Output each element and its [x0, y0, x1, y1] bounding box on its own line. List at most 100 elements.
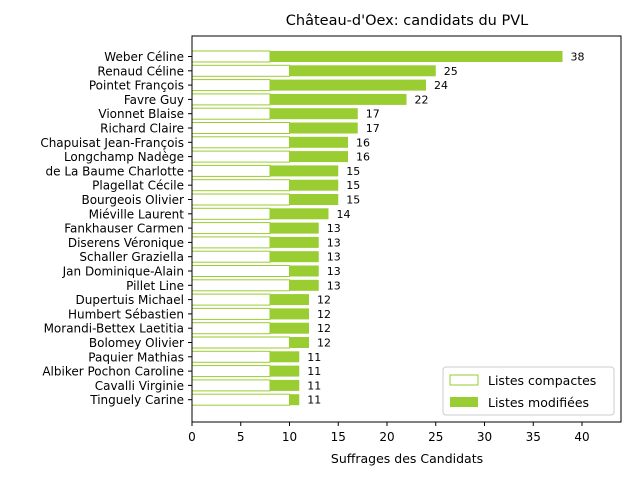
- category-label: Dupertuis Michael: [76, 293, 184, 307]
- category-label: Morandi-Bettex Laetitia: [44, 322, 184, 336]
- bar-modified: [270, 165, 339, 177]
- category-label: Cavalli Virginie: [95, 379, 184, 393]
- value-label: 24: [434, 79, 448, 92]
- bar-compact: [191, 193, 290, 206]
- category-label: Miéville Laurent: [89, 207, 185, 221]
- bar-compact: [191, 393, 290, 406]
- category-label: de La Baume Charlotte: [46, 164, 185, 178]
- bar-compact: [191, 350, 271, 363]
- category-label: Albiker Pochon Caroline: [42, 365, 184, 379]
- bar-modified: [270, 365, 300, 377]
- value-label: 13: [327, 265, 341, 278]
- bar-modified: [289, 122, 358, 134]
- chart-title: Château-d'Oex: candidats du PVL: [286, 13, 528, 29]
- bar-compact: [191, 265, 290, 277]
- bar-modified: [289, 136, 348, 148]
- category-label: Fankhauser Carmen: [64, 222, 184, 236]
- category-label: Pointet François: [89, 79, 184, 93]
- x-tick-label: 0: [188, 430, 196, 444]
- value-label: 11: [307, 365, 321, 378]
- bar-compact: [191, 322, 271, 335]
- bar-compact: [191, 136, 290, 149]
- category-label: Schaller Graziella: [79, 250, 184, 264]
- bar-compact: [191, 79, 271, 92]
- value-label: 16: [356, 136, 370, 149]
- value-label: 14: [337, 208, 351, 221]
- bar-compact: [191, 279, 290, 292]
- bar-compact: [191, 164, 271, 177]
- bar-modified: [289, 337, 309, 348]
- value-label: 15: [346, 194, 360, 207]
- x-tick-label: 15: [331, 430, 346, 444]
- value-label: 25: [444, 65, 458, 78]
- bar-compact: [191, 250, 271, 263]
- bar-modified: [289, 151, 348, 163]
- value-label: 13: [327, 279, 341, 292]
- value-label: 17: [366, 122, 380, 135]
- bar-compact: [191, 150, 290, 163]
- legend-label-compact: Listes compactes: [488, 373, 596, 388]
- value-label: 15: [346, 179, 360, 192]
- bars-layer: [191, 50, 563, 406]
- x-tick-label: 35: [526, 430, 541, 444]
- bar-compact: [191, 222, 271, 235]
- legend-label-modified: Listes modifiées: [488, 395, 589, 410]
- bar-modified: [270, 222, 319, 234]
- legend-frame: [442, 366, 615, 416]
- bar-modified: [270, 251, 319, 263]
- category-label: Diserens Véronique: [68, 236, 184, 250]
- bar-modified: [270, 208, 329, 220]
- bar-compact: [191, 293, 271, 306]
- bar-compact: [191, 207, 271, 220]
- bar-modified: [270, 108, 358, 120]
- value-label: 16: [356, 151, 370, 164]
- bar-compact: [191, 93, 271, 106]
- bar-modified: [289, 65, 436, 77]
- bar-modified: [270, 308, 309, 320]
- bar-compact: [191, 307, 271, 320]
- value-label: 12: [317, 337, 331, 350]
- value-label: 12: [317, 322, 331, 335]
- category-label: Humbert Sébastien: [68, 307, 184, 321]
- value-label: 12: [317, 294, 331, 307]
- bar-compact: [191, 179, 290, 192]
- value-label: 17: [366, 108, 380, 121]
- x-tick-label: 25: [428, 430, 443, 444]
- category-label: Tinguely Carine: [89, 393, 184, 407]
- bar-modified: [270, 51, 563, 62]
- bar-compact: [191, 122, 290, 134]
- bar-compact: [191, 64, 290, 77]
- bar-modified: [270, 351, 300, 363]
- value-label: 13: [327, 251, 341, 264]
- category-label: Renaud Céline: [97, 64, 184, 78]
- bar-modified: [270, 379, 300, 391]
- bar-compact: [191, 365, 271, 378]
- value-label: 12: [317, 308, 331, 321]
- bar-modified: [270, 93, 407, 105]
- value-label: 38: [571, 51, 585, 64]
- category-label: Bourgeois Olivier: [81, 193, 184, 207]
- category-label: Favre Guy: [124, 93, 184, 107]
- x-tick-label: 20: [379, 430, 394, 444]
- value-label: 15: [346, 165, 360, 178]
- bar-modified: [289, 179, 339, 191]
- legend-swatch-modified: [450, 397, 478, 407]
- value-label: 11: [307, 351, 321, 364]
- category-label: Vionnet Blaise: [98, 107, 184, 121]
- plot-frame: [191, 35, 622, 423]
- value-label: 11: [307, 394, 321, 407]
- value-label: 11: [307, 379, 321, 392]
- category-label: Jan Dominique-Alain: [62, 265, 184, 279]
- category-label: Chapuisat Jean-François: [40, 136, 184, 150]
- bar-compact: [191, 236, 271, 249]
- x-tick-label: 10: [282, 430, 297, 444]
- bar-modified: [289, 279, 319, 291]
- bar-modified: [289, 265, 319, 277]
- category-label: Plagellat Cécile: [92, 179, 184, 193]
- x-tick-label: 40: [574, 430, 589, 444]
- bar-compact: [191, 379, 271, 392]
- x-tick-label: 5: [237, 430, 245, 444]
- bar-modified: [289, 394, 300, 406]
